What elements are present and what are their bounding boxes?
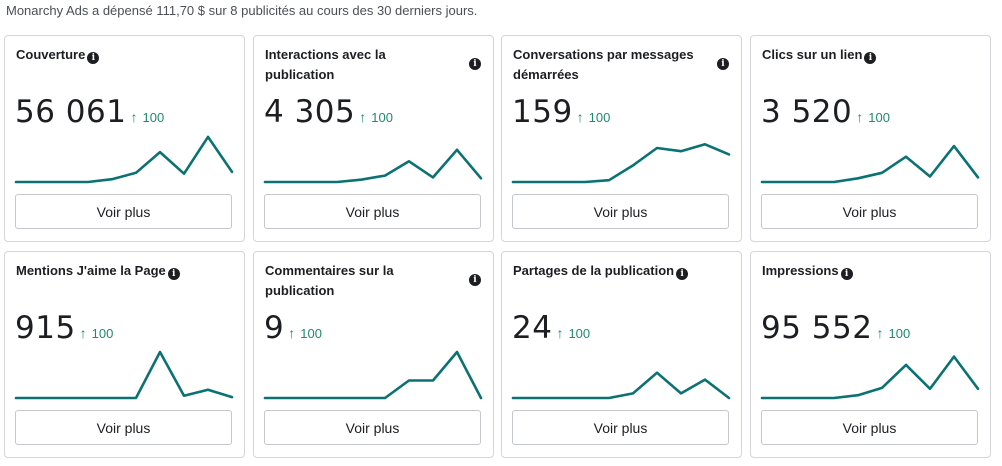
see-more-button[interactable]: Voir plus <box>15 410 232 445</box>
metric-card-reach: Couverture i 56 061 ↑ 100 Voir plus <box>4 35 245 242</box>
arrow-up-icon: ↑ <box>556 325 564 341</box>
trend-sparkline <box>760 355 980 400</box>
trend-line <box>263 350 483 400</box>
trend-sparkline <box>263 148 483 184</box>
metric-card-shares: Partages de la publication i 24 ↑ 100 Voir pl… <box>501 251 742 458</box>
trend-line <box>14 350 234 400</box>
info-icon[interactable]: i <box>469 274 481 286</box>
metric-figure: 159 ↑ 100 <box>512 94 610 130</box>
metric-delta-value: 100 <box>371 110 393 125</box>
metric-title: Couverture i <box>16 45 100 65</box>
metric-card-comments: i Commentaires sur la publication 9 ↑ 100 Voi… <box>253 251 494 458</box>
metric-card-conversations: i Conversations par messages démarrées 159… <box>501 35 742 242</box>
trend-line <box>511 143 731 184</box>
metric-value: 95 552 <box>761 310 873 346</box>
metric-figure: 9 ↑ 100 <box>264 310 322 346</box>
see-more-button[interactable]: Voir plus <box>761 410 978 445</box>
metric-title: Clics sur un lien i <box>762 45 877 65</box>
info-icon[interactable]: i <box>469 58 481 70</box>
trend-sparkline <box>760 144 980 184</box>
metric-value: 159 <box>512 94 573 130</box>
metric-value: 9 <box>264 310 285 346</box>
trend-line <box>511 371 731 400</box>
spend-summary: Monarchy Ads a dépensé 111,70 $ sur 8 pu… <box>6 3 478 18</box>
metric-delta: ↑ 100 <box>876 325 910 341</box>
arrow-up-icon: ↑ <box>576 109 584 125</box>
metric-value: 56 061 <box>15 94 127 130</box>
metric-value: 915 <box>15 310 76 346</box>
trend-sparkline <box>14 135 234 184</box>
info-icon[interactable]: i <box>167 268 180 280</box>
arrow-up-icon: ↑ <box>856 109 864 125</box>
see-more-button[interactable]: Voir plus <box>264 194 481 229</box>
see-more-button[interactable]: Voir plus <box>512 194 729 229</box>
trend-line <box>263 148 483 184</box>
see-more-button[interactable]: Voir plus <box>512 410 729 445</box>
metric-delta: ↑ 100 <box>577 109 611 125</box>
arrow-up-icon: ↑ <box>288 325 296 341</box>
arrow-up-icon: ↑ <box>359 109 367 125</box>
trend-sparkline <box>263 350 483 400</box>
metric-delta: ↑ 100 <box>80 325 114 341</box>
metric-title: Partages de la publication i <box>513 261 689 281</box>
metric-title-label: Impressions <box>762 263 839 278</box>
trend-sparkline <box>511 143 731 184</box>
metric-title-label: Clics sur un lien <box>762 47 863 62</box>
metric-figure: 56 061 ↑ 100 <box>15 94 164 130</box>
metric-title: Conversations par messages démarrées <box>513 45 703 85</box>
see-more-button[interactable]: Voir plus <box>761 194 978 229</box>
metric-delta-value: 100 <box>91 326 114 341</box>
metric-title: Commentaires sur la publication <box>265 261 455 301</box>
metric-delta-value: 100 <box>142 110 165 125</box>
arrow-up-icon: ↑ <box>130 109 138 125</box>
metric-delta: ↑ 100 <box>130 109 164 125</box>
info-icon[interactable]: i <box>864 52 877 64</box>
see-more-button[interactable]: Voir plus <box>264 410 481 445</box>
metric-card-interactions: i Interactions avec la publication 4 305 ↑ 1… <box>253 35 494 242</box>
arrow-up-icon: ↑ <box>79 325 87 341</box>
metric-title: Impressions i <box>762 261 853 281</box>
metric-delta: ↑ 100 <box>556 325 590 341</box>
metric-figure: 915 ↑ 100 <box>15 310 113 346</box>
trend-line <box>14 135 234 184</box>
info-icon[interactable]: i <box>840 268 853 280</box>
see-more-button[interactable]: Voir plus <box>15 194 232 229</box>
info-icon[interactable]: i <box>717 58 729 70</box>
metric-delta-value: 100 <box>568 326 591 341</box>
metric-title-label: Couverture <box>16 47 86 62</box>
metric-title-label: Interactions avec la publication <box>265 47 386 82</box>
trend-sparkline <box>14 350 234 400</box>
metric-delta-value: 100 <box>588 110 611 125</box>
metric-card-link-clicks: Clics sur un lien i 3 520 ↑ 100 Voir plus <box>750 35 991 242</box>
metric-figure: 4 305 ↑ 100 <box>264 94 393 130</box>
trend-line <box>760 355 980 400</box>
metric-card-impressions: Impressions i 95 552 ↑ 100 Voir plus <box>750 251 991 458</box>
metric-title: Mentions J'aime la Page i <box>16 261 180 281</box>
metric-title-label: Mentions J'aime la Page <box>16 263 166 278</box>
metric-value: 24 <box>512 310 553 346</box>
metric-title-label: Partages de la publication <box>513 263 675 278</box>
metric-title-label: Conversations par messages démarrées <box>513 47 694 82</box>
trend-line <box>760 144 980 184</box>
trend-sparkline <box>511 371 731 400</box>
metric-title-label: Commentaires sur la publication <box>265 263 394 298</box>
metric-delta-value: 100 <box>300 326 322 341</box>
metric-title: Interactions avec la publication <box>265 45 455 85</box>
arrow-up-icon: ↑ <box>876 325 884 341</box>
metric-delta: ↑ 100 <box>359 109 393 125</box>
metric-value: 4 305 <box>264 94 356 130</box>
metric-delta: ↑ 100 <box>856 109 890 125</box>
metric-value: 3 520 <box>761 94 853 130</box>
metric-figure: 24 ↑ 100 <box>512 310 590 346</box>
metric-figure: 3 520 ↑ 100 <box>761 94 890 130</box>
metric-delta: ↑ 100 <box>288 325 322 341</box>
info-icon[interactable]: i <box>87 52 100 64</box>
metric-delta-value: 100 <box>868 110 890 125</box>
metric-delta-value: 100 <box>888 326 911 341</box>
metric-card-page-likes: Mentions J'aime la Page i 915 ↑ 100 Voir plus <box>4 251 245 458</box>
info-icon[interactable]: i <box>676 268 689 280</box>
metric-figure: 95 552 ↑ 100 <box>761 310 910 346</box>
